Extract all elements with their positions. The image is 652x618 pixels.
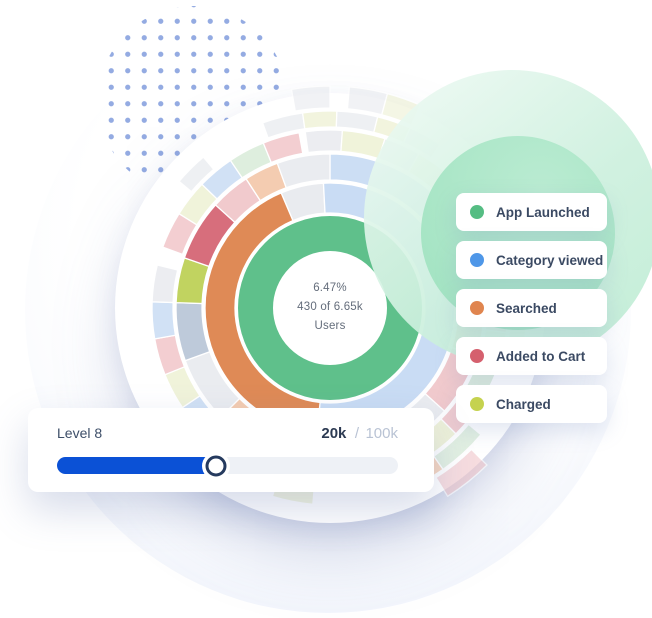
level-value-group: 20k / 100k	[321, 425, 398, 443]
slider-handle[interactable]	[205, 455, 227, 476]
legend-item-category-viewed[interactable]: Category viewed	[456, 241, 607, 279]
progress-fill	[57, 457, 216, 474]
sunburst-segment[interactable]	[262, 131, 304, 164]
legend-item-charged[interactable]: Charged	[456, 385, 607, 423]
legend-label: Added to Cart	[496, 348, 586, 364]
level-title: Level 8	[57, 425, 103, 441]
legend-label: Charged	[496, 396, 551, 412]
sunburst-segment[interactable]	[276, 153, 331, 189]
legend-item-searched[interactable]: Searched	[456, 289, 607, 327]
legend-dot	[470, 349, 484, 363]
level-current-value: 20k	[321, 425, 347, 442]
sunburst-segment[interactable]	[151, 264, 179, 304]
legend: App Launched Category viewed Searched Added…	[456, 193, 607, 433]
level-card: Level 8 20k / 100k	[28, 408, 434, 492]
level-card-header: Level 8 20k / 100k	[57, 425, 398, 443]
legend-dot	[470, 397, 484, 411]
chart-center-label: 6.47% 430 of 6.65k Users	[250, 279, 410, 336]
progress-track[interactable]	[57, 455, 398, 476]
sunburst-segment[interactable]	[335, 110, 379, 134]
sunburst-segment[interactable]	[151, 301, 177, 340]
legend-dot	[470, 301, 484, 315]
sunburst-segment[interactable]	[435, 448, 488, 498]
center-unit: Users	[314, 320, 346, 332]
sunburst-segment[interactable]	[204, 192, 321, 434]
sunburst-segment[interactable]	[304, 129, 344, 154]
legend-label: App Launched	[496, 204, 590, 220]
sunburst-segment[interactable]	[178, 156, 215, 193]
legend-dot	[470, 253, 484, 267]
legend-label: Searched	[496, 300, 557, 316]
legend-item-added-to-cart[interactable]: Added to Cart	[456, 337, 607, 375]
sunburst-segment[interactable]	[301, 110, 338, 130]
legend-dot	[470, 205, 484, 219]
level-max-value: 100k	[365, 425, 398, 442]
sunburst-segment[interactable]	[290, 85, 331, 112]
level-value-separator: /	[354, 425, 360, 442]
legend-item-app-launched[interactable]: App Launched	[456, 193, 607, 231]
center-percent: 6.47%	[313, 282, 347, 294]
sunburst-segment[interactable]	[346, 86, 389, 116]
legend-label: Category viewed	[496, 252, 604, 268]
center-count: 430 of 6.65k	[297, 301, 363, 313]
